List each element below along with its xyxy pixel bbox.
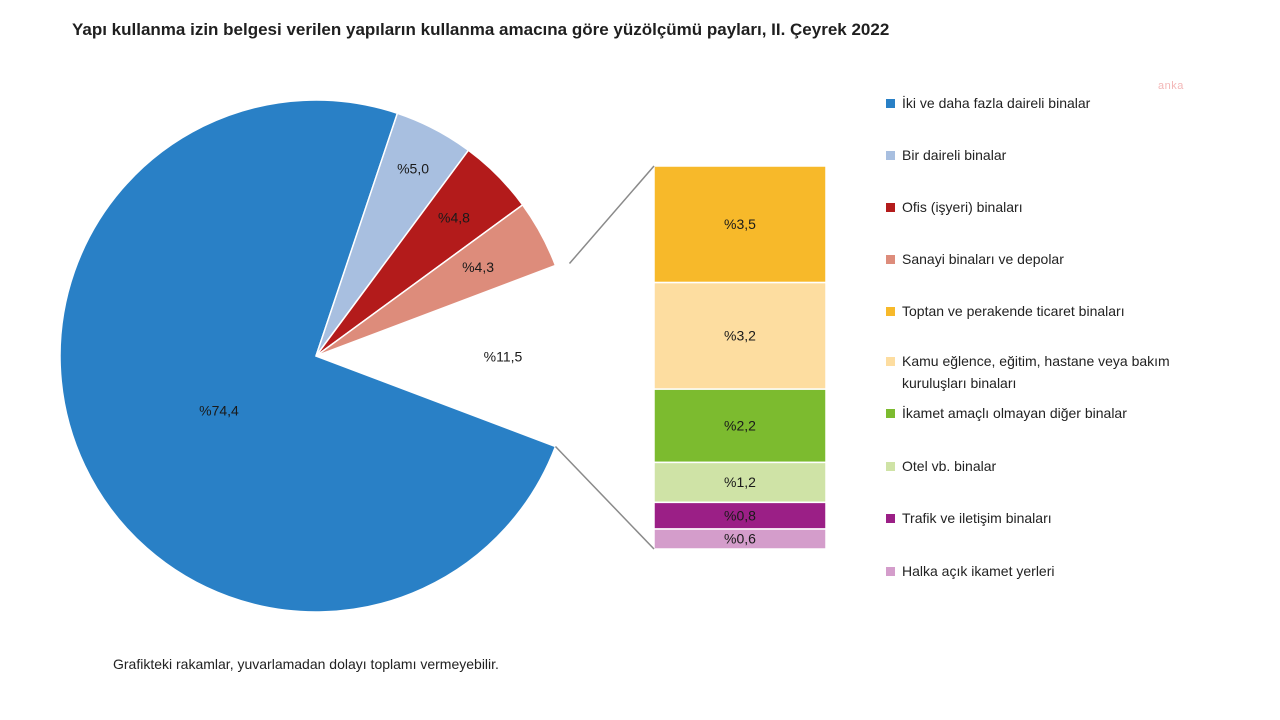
chart-title: Yapı kullanma izin belgesi verilen yapıl… (72, 20, 890, 39)
legend-label: Toptan ve perakende ticaret binaları (902, 303, 1125, 319)
legend-label: Halka açık ikamet yerleri (902, 563, 1055, 579)
legend-label: Otel vb. binalar (902, 458, 997, 474)
legend-swatch (886, 151, 895, 160)
bar-label-i-kamet-amacli-olmayan-diger-binalar: %2,2 (724, 417, 756, 433)
legend-swatch (886, 514, 895, 523)
legend-swatch (886, 462, 895, 471)
bar-segment-halka-acik-ikamet-yerleri (653, 528, 827, 550)
legend-label: Kamu eğlence, eğitim, hastane veya bakım… (902, 353, 1170, 391)
legend-label: Ofis (işyeri) binaları (902, 199, 1023, 215)
legend-swatch (886, 99, 895, 108)
bar-label-otel-vb-binalar: %1,2 (724, 474, 756, 490)
bar-segment-toptan-ve-perakende-ticaret-binalari (653, 165, 827, 284)
legend-label: Sanayi binaları ve depolar (902, 251, 1064, 267)
pie-label-ofis-isyeri-binalari: %4,8 (438, 210, 470, 226)
pie-label-sanayi-binalari-ve-depolar: %4,3 (462, 259, 494, 275)
legend-swatch (886, 255, 895, 264)
bar-label-kamu-eglence-egitim-hastane-veya-bakim-kuruluslari-binalari: %3,2 (724, 328, 756, 344)
bar-segment-i-kamet-amacli-olmayan-diger-binalar (653, 388, 827, 464)
legend-label: Bir daireli binalar (902, 147, 1007, 163)
legend-swatch (886, 203, 895, 212)
chart-footnote: Grafikteki rakamlar, yuvarlamadan dolayı… (113, 656, 499, 672)
pie-label-diger: %11,5 (484, 349, 523, 365)
legend-swatch (886, 307, 895, 316)
bar-label-halka-acik-ikamet-yerleri: %0,6 (724, 531, 756, 547)
watermark-logo: anka (1158, 80, 1184, 92)
legend-swatch (886, 409, 895, 418)
legend-label: İki ve daha fazla daireli binalar (902, 95, 1091, 111)
pie-label-i-ki-ve-daha-fazla-daireli-binalar: %74,4 (199, 403, 239, 419)
legend-label: Trafik ve iletişim binaları (902, 510, 1052, 526)
pie-slice-i-ki-ve-daha-fazla-daireli-binalar (59, 99, 557, 613)
legend-label: İkamet amaçlı olmayan diğer binalar (902, 405, 1127, 421)
legend-swatch (886, 357, 895, 366)
pie-label-bir-daireli-binalar: %5,0 (397, 161, 429, 177)
connector-line-bottom (554, 445, 655, 550)
pie-slice-sanayi-binalari-ve-depolar (315, 203, 557, 357)
bar-label-trafik-ve-iletisim-binalari: %0,8 (724, 507, 756, 523)
bar-segment-otel-vb-binalar (653, 461, 827, 504)
legend-swatch (886, 567, 895, 576)
connector-line-top (568, 165, 655, 265)
bar-segment-trafik-ve-iletisim-binalari (653, 501, 827, 530)
bar-label-toptan-ve-perakende-ticaret-binalari: %3,5 (724, 216, 756, 232)
